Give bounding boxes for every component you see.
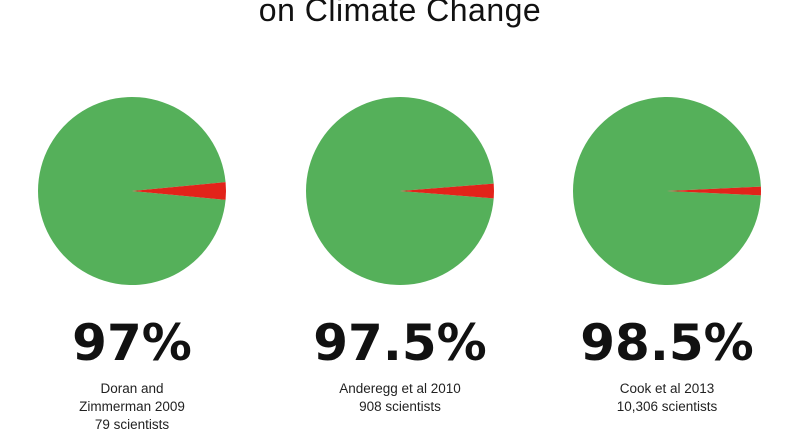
caption-line: 79 scientists [94, 417, 170, 432]
caption-line: 908 scientists [359, 399, 441, 414]
pie-slice-disagree [667, 186, 761, 196]
pie-panel-doran: 97% Doran and Zimmerman 2009 79 scientis… [37, 96, 227, 432]
study-caption: Doran and Zimmerman 2009 79 scientists [17, 380, 247, 434]
caption-line: Anderegg et al 2010 [339, 381, 461, 396]
pie-slice-agree [38, 97, 226, 285]
percentage-label: 97% [72, 314, 192, 372]
pie-chart-doran [38, 97, 226, 285]
pie-slice-disagree [132, 182, 226, 200]
pie-panel-anderegg: 97.5% Anderegg et al 2010 908 scientists [305, 96, 495, 414]
percentage-label: 98.5% [580, 314, 754, 372]
study-caption: Cook et al 2013 10,306 scientists [552, 380, 782, 416]
percentage-label: 97.5% [313, 314, 487, 372]
study-caption: Anderegg et al 2010 908 scientists [285, 380, 515, 416]
pie-chart-cook [573, 97, 761, 285]
caption-line: 10,306 scientists [616, 399, 718, 414]
page-title: on Climate Change [258, 0, 542, 28]
pie-chart-anderegg [306, 96, 494, 285]
caption-line: Cook et al 2013 [619, 381, 715, 396]
caption-line: Zimmerman 2009 [79, 399, 185, 414]
pie-slice-disagree [400, 183, 494, 199]
pie-slice-agree [573, 97, 761, 285]
caption-line: Doran and [100, 381, 164, 396]
pie-panel-cook: 98.5% Cook et al 2013 10,306 scientists [572, 96, 762, 414]
pie-slice-agree [306, 96, 494, 285]
